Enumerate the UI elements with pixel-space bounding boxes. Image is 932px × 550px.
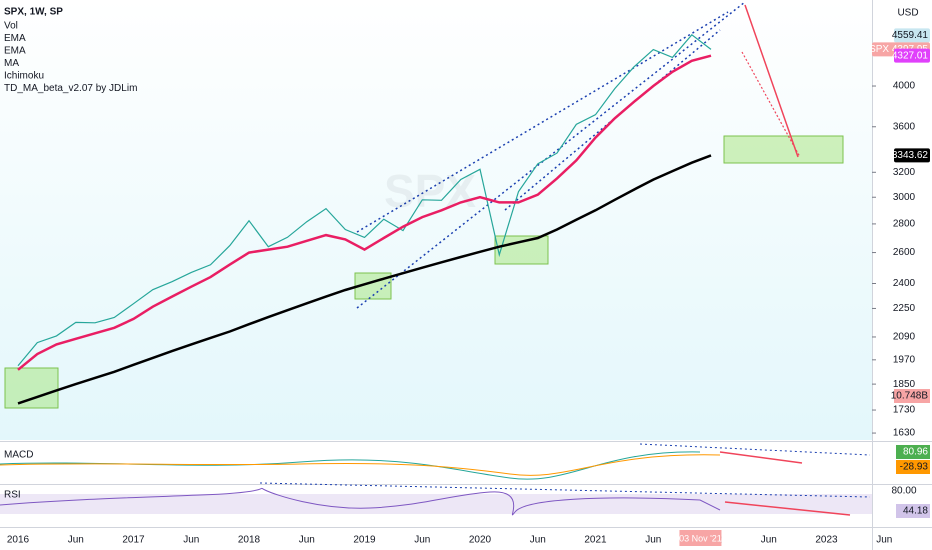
rsi-title: RSI <box>4 490 21 501</box>
rsi-band <box>0 494 872 514</box>
rsi-tick-label: 80.00 <box>891 486 916 497</box>
projection-arrow <box>724 501 851 516</box>
watermark: SPX <box>384 165 476 217</box>
series-line <box>17 54 712 371</box>
x-tick-label: Jun <box>299 535 315 546</box>
macd-pane <box>0 443 872 483</box>
y-tick-label: 3200 <box>893 167 916 178</box>
trendline <box>639 443 871 456</box>
series-line <box>17 154 712 405</box>
date-tag <box>679 530 722 546</box>
x-tick-label: 2021 <box>584 535 607 546</box>
zone-box <box>494 235 549 265</box>
indicator-tag-label: 44.18 <box>903 506 928 517</box>
macd-title: MACD <box>4 450 33 461</box>
trendline <box>259 482 871 498</box>
y-tick-label: 2400 <box>893 278 916 289</box>
x-tick-label: 2016 <box>7 535 30 546</box>
indicator-label: EMA <box>4 33 26 44</box>
price-tag-label: 4559.41 <box>892 30 929 41</box>
y-tick-label: 3600 <box>893 121 916 132</box>
indicator-tag <box>896 445 930 459</box>
x-tick-label: Jun <box>68 535 84 546</box>
price-tag <box>894 28 930 43</box>
y-tick-label: 3000 <box>893 192 916 203</box>
trendline <box>356 11 729 233</box>
y-tick-label: 1630 <box>893 428 916 439</box>
indicator-tag-label: 80.96 <box>903 447 928 458</box>
indicator-tag <box>896 460 930 474</box>
y-tick-label: 1850 <box>893 379 916 390</box>
y-tick-label: 1730 <box>893 405 916 416</box>
rsi-line <box>0 487 721 516</box>
chart-title: SPX, 1W, SP <box>4 7 63 18</box>
x-tick-label: 2020 <box>469 535 492 546</box>
projection-arrow <box>744 4 799 158</box>
y-tick-label: 2800 <box>893 219 916 230</box>
x-tick-label: 2019 <box>353 535 376 546</box>
price-tag <box>894 148 930 163</box>
zone-box <box>4 367 59 409</box>
price-tag-label: 4327.01 <box>892 50 929 61</box>
y-tick-label: 4000 <box>893 81 916 92</box>
volume-tag-label: 10.748B <box>891 391 929 402</box>
price-tag-label: 3343.62 <box>892 150 929 161</box>
indicator-tag <box>896 504 930 518</box>
currency: USD <box>897 8 918 19</box>
x-tick-label: Jun <box>645 535 661 546</box>
x-tick-label: Jun <box>414 535 430 546</box>
y-tick-label: 2250 <box>893 303 916 314</box>
x-tick-label: Jun <box>183 535 199 546</box>
indicator-tag-label: -28.93 <box>900 462 929 473</box>
projection-arrow <box>719 451 803 464</box>
x-tick-label: 2023 <box>815 535 838 546</box>
x-tick-label: 2017 <box>122 535 145 546</box>
date-tag-label: 03 Nov '21 <box>679 533 722 543</box>
indicator-label: MA <box>4 58 19 69</box>
price-tag <box>894 48 930 63</box>
macd-signal <box>0 454 721 476</box>
target-box <box>723 135 844 164</box>
x-tick-label: 2018 <box>238 535 261 546</box>
x-tick-label: Jun <box>876 535 892 546</box>
trendline <box>356 1 746 309</box>
y-tick-label: 2090 <box>893 332 916 343</box>
x-tick-label: Jun <box>761 535 777 546</box>
indicator-label: EMA <box>4 46 26 57</box>
indicator-label: Ichimoku <box>4 71 44 82</box>
x-tick-label: Jun <box>530 535 546 546</box>
indicator-label: Vol <box>4 21 18 32</box>
series-line <box>17 33 712 367</box>
volume-tag <box>894 389 930 403</box>
y-tick-label: 1970 <box>893 354 916 365</box>
indicator-label: TD_MA_beta_v2.07 by JDLim <box>4 83 137 94</box>
y-tick-label: 2600 <box>893 247 916 258</box>
main-pane <box>0 0 872 440</box>
